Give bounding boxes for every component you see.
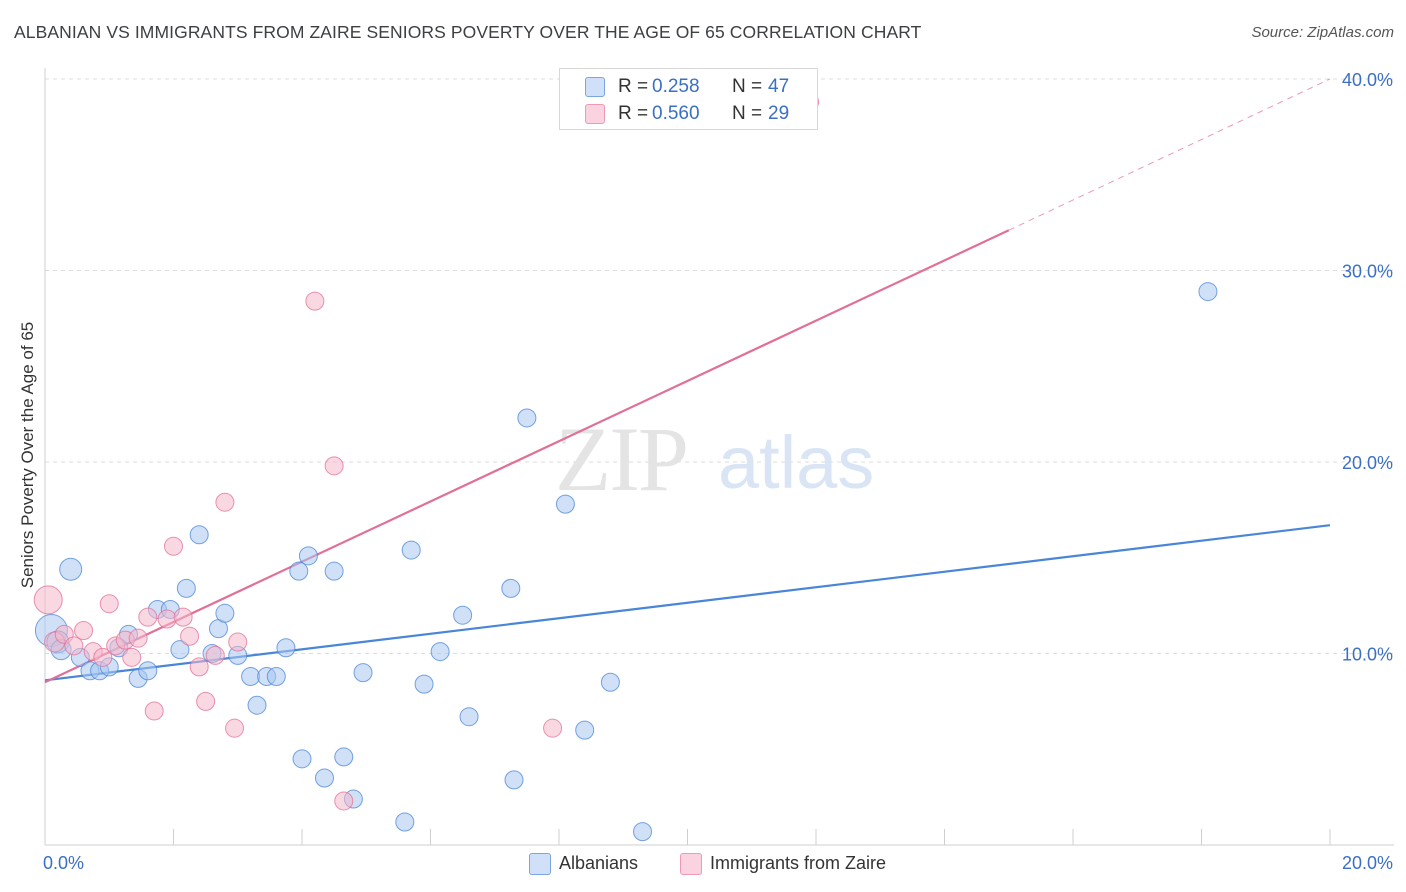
n-value: 47 [768,76,790,97]
chart-title: ALBANIAN VS IMMIGRANTS FROM ZAIRE SENIOR… [14,22,922,42]
y-tick-label: 10.0% [1342,645,1393,665]
albanians-point [453,605,473,625]
albanians-point [517,408,537,428]
n-label: N = [732,76,763,97]
n-value: 29 [768,103,790,124]
r-label: R = [618,76,649,97]
trend-line-1 [44,229,1010,684]
watermark: ZIP atlas [555,408,874,510]
albanians-point [575,720,595,740]
albanians-point [600,672,620,692]
albanians-point [292,749,312,769]
albanians-point [276,638,296,658]
zaire-point [173,607,193,627]
n-label: N = [732,103,763,124]
albanians-point [334,747,354,767]
albanians-point [504,770,524,790]
stats-box: R = 0.258 N = 47 R = 0.560 N = 29 [559,68,818,130]
zaire-point [228,632,248,652]
zaire-point [144,701,164,721]
albanians-point [266,666,286,686]
albanians-swatch [585,77,605,97]
albanians-point [430,642,450,662]
zaire-point [64,636,84,656]
zaire-point [196,691,216,711]
r-value: 0.258 [652,76,700,97]
legend-label: Albanians [559,853,639,873]
zaire-point [157,609,177,629]
zaire-point [305,291,325,311]
zaire-point [99,594,119,614]
albanians-point [401,540,421,560]
albanians-point [1198,282,1218,302]
albanians-point [176,578,196,598]
trend-line-0 [44,524,1331,682]
r-label: R = [618,103,649,124]
legend-label: Immigrants from Zaire [710,853,887,873]
zaire-point [334,791,354,811]
data-points [33,92,1218,842]
zaire-legend-swatch [680,853,702,875]
zaire-point [74,621,94,641]
zaire-point [205,645,225,665]
trend-lines [44,78,1331,684]
albanians-point [353,663,373,683]
albanians-point [215,603,235,623]
trend-line-extension-1 [1008,78,1331,231]
albanians-point [501,578,521,598]
zaire-point [128,628,148,648]
albanians-point [324,561,344,581]
albanians-point [459,707,479,727]
zaire-point [189,657,209,677]
x-tick-label-max: 20.0% [1342,853,1393,873]
albanians-point [298,546,318,566]
albanians-point [633,822,653,842]
y-tick-label: 30.0% [1342,262,1393,282]
zaire-point [543,718,563,738]
zaire-point [324,456,344,476]
albanians-point [241,666,261,686]
r-value: 0.560 [652,103,700,124]
y-axis-label: Seniors Poverty Over the Age of 65 [18,321,37,589]
albanians-point [59,557,83,581]
zaire-point [180,626,200,646]
albanians-legend-swatch [529,853,551,875]
source-label: Source: ZipAtlas.com [1251,24,1394,41]
albanians-point [555,494,575,514]
albanians-point [414,674,434,694]
tick-labels: 10.0% 20.0% 30.0% 40.0% 0.0% 20.0% [43,70,1393,873]
zaire-point [164,536,183,556]
zaire-point [225,718,245,738]
albanians-point [289,561,309,581]
albanians-point [170,640,190,660]
albanians-point [247,695,267,715]
albanians-point [189,525,209,545]
axes [44,68,1394,846]
albanians-point [138,661,158,681]
zaire-point [93,647,113,667]
x-tick-label-min: 0.0% [43,853,84,873]
zaire-point [33,585,63,615]
albanians-point [395,812,415,832]
albanians-point [314,768,334,788]
y-tick-label: 40.0% [1342,70,1393,90]
zaire-point [138,607,158,627]
watermark-zip: ZIP [555,408,687,510]
zaire-point [122,647,142,667]
y-tick-label: 20.0% [1342,453,1393,473]
watermark-atlas: atlas [718,421,874,504]
zaire-swatch [585,104,605,124]
zaire-point [215,492,235,512]
